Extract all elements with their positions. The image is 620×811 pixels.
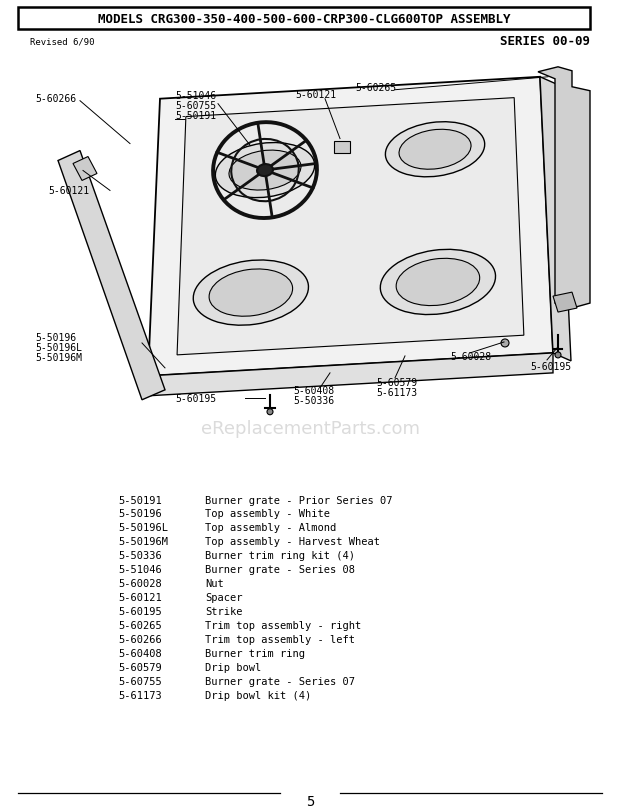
Text: 5-50196M: 5-50196M [35, 353, 82, 363]
Ellipse shape [399, 130, 471, 170]
Polygon shape [148, 354, 553, 397]
Text: 5-50336: 5-50336 [118, 551, 162, 560]
Text: 5-50196L: 5-50196L [118, 523, 168, 533]
Circle shape [501, 340, 509, 348]
Text: SERIES 00-09: SERIES 00-09 [500, 35, 590, 48]
FancyBboxPatch shape [18, 8, 590, 30]
Text: 5-60408: 5-60408 [118, 648, 162, 659]
Text: Burner trim ring kit (4): Burner trim ring kit (4) [205, 551, 355, 560]
Text: Burner grate - Series 07: Burner grate - Series 07 [205, 676, 355, 686]
Text: 5-60265: 5-60265 [355, 83, 396, 92]
Text: 5-51046: 5-51046 [175, 91, 216, 101]
Text: 5: 5 [306, 794, 314, 808]
Ellipse shape [215, 144, 315, 199]
Text: 5-60755: 5-60755 [118, 676, 162, 686]
Circle shape [267, 410, 273, 415]
Text: Nut: Nut [205, 578, 224, 589]
Text: 5-60028: 5-60028 [118, 578, 162, 589]
Text: 5-60408: 5-60408 [293, 385, 334, 395]
Polygon shape [177, 98, 524, 355]
Text: 5-60266: 5-60266 [35, 93, 76, 104]
Text: MODELS CRG300-350-400-500-600-CRP300-CLG600TOP ASSEMBLY: MODELS CRG300-350-400-500-600-CRP300-CLG… [98, 14, 510, 27]
Text: 5-60579: 5-60579 [376, 377, 417, 388]
Ellipse shape [380, 250, 495, 315]
Text: 5-60755: 5-60755 [175, 101, 216, 110]
Text: Top assembly - White: Top assembly - White [205, 508, 330, 519]
Text: 5-60266: 5-60266 [118, 634, 162, 644]
Text: 5-60195: 5-60195 [118, 607, 162, 616]
Text: 5-60121: 5-60121 [295, 89, 336, 100]
Text: Drip bowl kit (4): Drip bowl kit (4) [205, 690, 311, 700]
Text: 5-61173: 5-61173 [118, 690, 162, 700]
Ellipse shape [386, 122, 485, 178]
Text: 5-60265: 5-60265 [118, 620, 162, 630]
Text: 5-60195: 5-60195 [530, 362, 571, 371]
Text: Trim top assembly - right: Trim top assembly - right [205, 620, 361, 630]
Text: Burner grate - Prior Series 07: Burner grate - Prior Series 07 [205, 495, 392, 505]
Text: 5-60121: 5-60121 [48, 187, 89, 196]
Polygon shape [553, 293, 577, 313]
Text: Top assembly - Almond: Top assembly - Almond [205, 523, 336, 533]
Text: Spacer: Spacer [205, 593, 242, 603]
Text: 5-60579: 5-60579 [118, 662, 162, 672]
Text: 5-50196: 5-50196 [118, 508, 162, 519]
Polygon shape [540, 78, 571, 362]
Text: 5-60028: 5-60028 [450, 351, 491, 362]
Text: 5-51046: 5-51046 [118, 564, 162, 574]
Text: 5-50191: 5-50191 [118, 495, 162, 505]
Ellipse shape [257, 165, 273, 177]
Ellipse shape [209, 269, 293, 317]
Polygon shape [58, 152, 165, 401]
Ellipse shape [229, 151, 301, 191]
Text: 5-50196L: 5-50196L [35, 342, 82, 353]
Text: Strike: Strike [205, 607, 242, 616]
Polygon shape [73, 157, 97, 181]
Circle shape [555, 353, 561, 358]
Text: Burner grate - Series 08: Burner grate - Series 08 [205, 564, 355, 574]
Text: Burner trim ring: Burner trim ring [205, 648, 305, 659]
Text: 5-61173: 5-61173 [376, 388, 417, 397]
Text: eReplacementParts.com: eReplacementParts.com [200, 419, 420, 437]
Polygon shape [148, 78, 553, 376]
Text: Revised 6/90: Revised 6/90 [30, 38, 94, 47]
Text: Top assembly - Harvest Wheat: Top assembly - Harvest Wheat [205, 537, 380, 547]
Text: Trim top assembly - left: Trim top assembly - left [205, 634, 355, 644]
Text: 5-50191: 5-50191 [175, 110, 216, 121]
Text: 5-50196M: 5-50196M [118, 537, 168, 547]
Text: 5-50196: 5-50196 [35, 333, 76, 342]
Text: Drip bowl: Drip bowl [205, 662, 261, 672]
FancyBboxPatch shape [334, 141, 350, 153]
Ellipse shape [193, 260, 309, 326]
Text: 5-60121: 5-60121 [118, 593, 162, 603]
Polygon shape [538, 67, 590, 309]
Ellipse shape [396, 259, 480, 307]
Text: 5-60195: 5-60195 [175, 393, 216, 403]
Text: 5-50336: 5-50336 [293, 395, 334, 406]
